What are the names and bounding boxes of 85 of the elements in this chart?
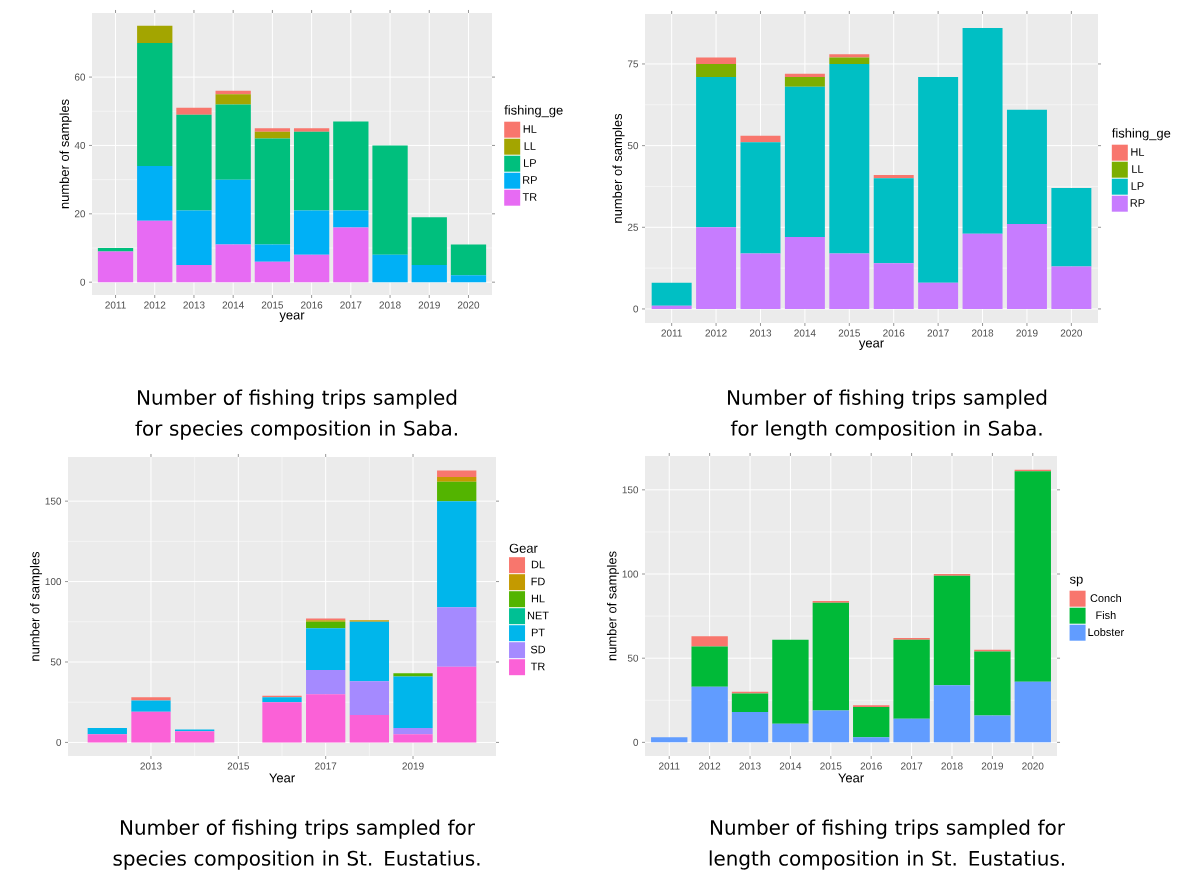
y-tick-label: 100 xyxy=(45,578,62,586)
x-tick-label: 2011 xyxy=(105,301,126,309)
x-tick-label: 2017 xyxy=(901,762,923,770)
y-axis-title: number of samples xyxy=(59,99,72,209)
y-tick-label: 50 xyxy=(627,654,639,662)
x-tick-label: 2018 xyxy=(971,329,994,337)
y-tick-label: 25 xyxy=(627,223,639,231)
legend-title: fishing_ge xyxy=(1111,128,1171,141)
legend-title: Gear xyxy=(509,543,538,553)
x-tick-label: 2013 xyxy=(140,762,162,770)
legend-label: LP xyxy=(524,159,536,167)
legend-title: sp xyxy=(1069,576,1083,587)
legend-label: HL xyxy=(1131,148,1145,156)
x-tick-label: 2018 xyxy=(379,301,401,309)
y-tick-label: 20 xyxy=(74,210,86,218)
x-tick-label: 2019 xyxy=(981,762,1003,770)
text: Number of fishing trips sampled for length composition in Saba. xyxy=(728,389,1047,440)
x-axis-title: Year xyxy=(269,773,295,783)
text: Number of fishing trips sampled for length composition in St. Eustatius. xyxy=(709,819,1065,870)
x-tick-label: 2020 xyxy=(457,301,480,309)
x-tick-label: 2019 xyxy=(402,762,424,770)
x-tick-label: 2019 xyxy=(418,301,440,309)
x-tick-label: 2015 xyxy=(820,762,842,770)
x-tick-label: 2017 xyxy=(927,329,949,337)
y-tick-label: 50 xyxy=(627,142,639,150)
y-tick-label: 150 xyxy=(45,497,62,505)
x-tick-label: 2015 xyxy=(838,329,860,337)
x-tick-label: 2016 xyxy=(301,301,323,309)
x-tick-label: 2012 xyxy=(699,762,721,770)
x-tick-label: 2013 xyxy=(739,762,761,770)
x-axis-title: year xyxy=(858,340,884,351)
legend-label: Lobster xyxy=(1088,627,1124,637)
x-tick-label: 2012 xyxy=(144,301,166,309)
legend-label: SD xyxy=(530,645,546,654)
x-axis-title: Year xyxy=(838,773,864,783)
x-tick-label: 2014 xyxy=(779,762,802,770)
x-tick-label: 2014 xyxy=(794,329,816,337)
x-tick-label: 2020 xyxy=(1060,329,1083,337)
legend-label: Fish xyxy=(1096,610,1116,620)
x-tick-label: 2013 xyxy=(183,301,205,309)
x-tick-label: 2012 xyxy=(705,329,727,337)
legend-label: FD xyxy=(531,577,545,586)
legend-label: LL xyxy=(524,142,536,150)
legend-label: Conch xyxy=(1090,593,1121,603)
x-tick-label: 2017 xyxy=(340,301,362,309)
legend-label: PT xyxy=(531,628,545,637)
y-tick-label: 75 xyxy=(627,60,639,68)
y-axis-title: number of samples xyxy=(612,113,625,223)
legend-label: RP xyxy=(1130,199,1145,207)
y-tick-label: 40 xyxy=(74,141,86,149)
legend-label: LL xyxy=(1132,165,1144,173)
text: Number of fishing trips sampled for species composition in St. Eustatius. xyxy=(113,819,480,870)
y-axis-title: number of samples xyxy=(606,551,620,661)
legend-label: HL xyxy=(531,594,545,603)
x-tick-label: 2018 xyxy=(941,762,963,770)
legend-title: fishing_ge xyxy=(504,105,563,118)
y-tick-label: 0 xyxy=(80,278,86,286)
x-tick-label: 2015 xyxy=(227,762,249,770)
legend-label: TR xyxy=(522,193,537,201)
x-tick-label: 2015 xyxy=(261,301,284,309)
x-axis-title: year xyxy=(279,312,305,323)
y-tick-label: 0 xyxy=(56,738,62,746)
y-tick-label: 0 xyxy=(633,305,639,313)
x-tick-label: 2013 xyxy=(749,329,772,337)
y-tick-label: 60 xyxy=(74,73,86,81)
y-tick-label: 50 xyxy=(50,658,62,666)
legend-label: HL xyxy=(523,125,537,133)
x-tick-label: 2020 xyxy=(1022,762,1044,770)
legend-label: TR xyxy=(530,662,545,671)
x-tick-label: 2011 xyxy=(659,762,680,770)
y-tick-label: 100 xyxy=(622,570,639,578)
text: Number of fishing trips sampled for species composition in Saba. xyxy=(135,389,457,440)
y-tick-label: 150 xyxy=(622,486,639,494)
x-tick-label: 2019 xyxy=(1016,329,1038,337)
legend-label: LP xyxy=(1131,182,1144,190)
x-tick-label: 2016 xyxy=(860,762,882,770)
x-tick-label: 2017 xyxy=(315,762,337,770)
legend-label: RP xyxy=(523,176,537,184)
x-tick-label: 2014 xyxy=(222,301,244,309)
y-axis-title: number of samples xyxy=(29,551,43,661)
x-tick-label: 2011 xyxy=(661,329,682,337)
y-tick-label: 0 xyxy=(633,738,639,746)
legend-label: DL xyxy=(531,560,545,569)
legend-label: NET xyxy=(527,611,549,620)
x-tick-label: 2016 xyxy=(883,329,905,337)
